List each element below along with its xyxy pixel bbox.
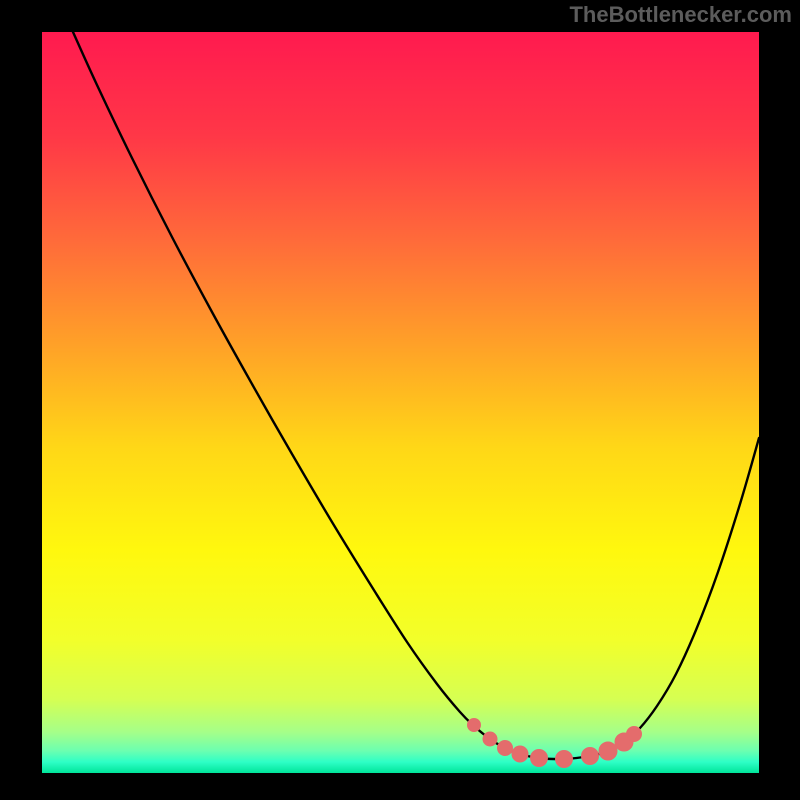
optimal-zone-marker xyxy=(512,746,528,762)
chart-svg xyxy=(42,32,759,773)
optimal-zone-marker xyxy=(556,751,573,768)
gradient-background xyxy=(42,32,759,773)
optimal-zone-marker xyxy=(599,742,617,760)
optimal-zone-marker xyxy=(483,732,497,746)
optimal-zone-marker xyxy=(627,727,642,742)
optimal-zone-marker xyxy=(498,741,513,756)
chart-frame: TheBottlenecker.com xyxy=(0,0,800,800)
optimal-zone-marker xyxy=(531,750,548,767)
optimal-zone-marker xyxy=(582,748,599,765)
optimal-zone-marker xyxy=(468,719,481,732)
bottleneck-curve-chart xyxy=(42,32,759,773)
attribution-label: TheBottlenecker.com xyxy=(569,2,792,28)
